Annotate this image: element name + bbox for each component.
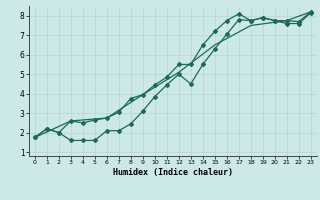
X-axis label: Humidex (Indice chaleur): Humidex (Indice chaleur) bbox=[113, 168, 233, 177]
